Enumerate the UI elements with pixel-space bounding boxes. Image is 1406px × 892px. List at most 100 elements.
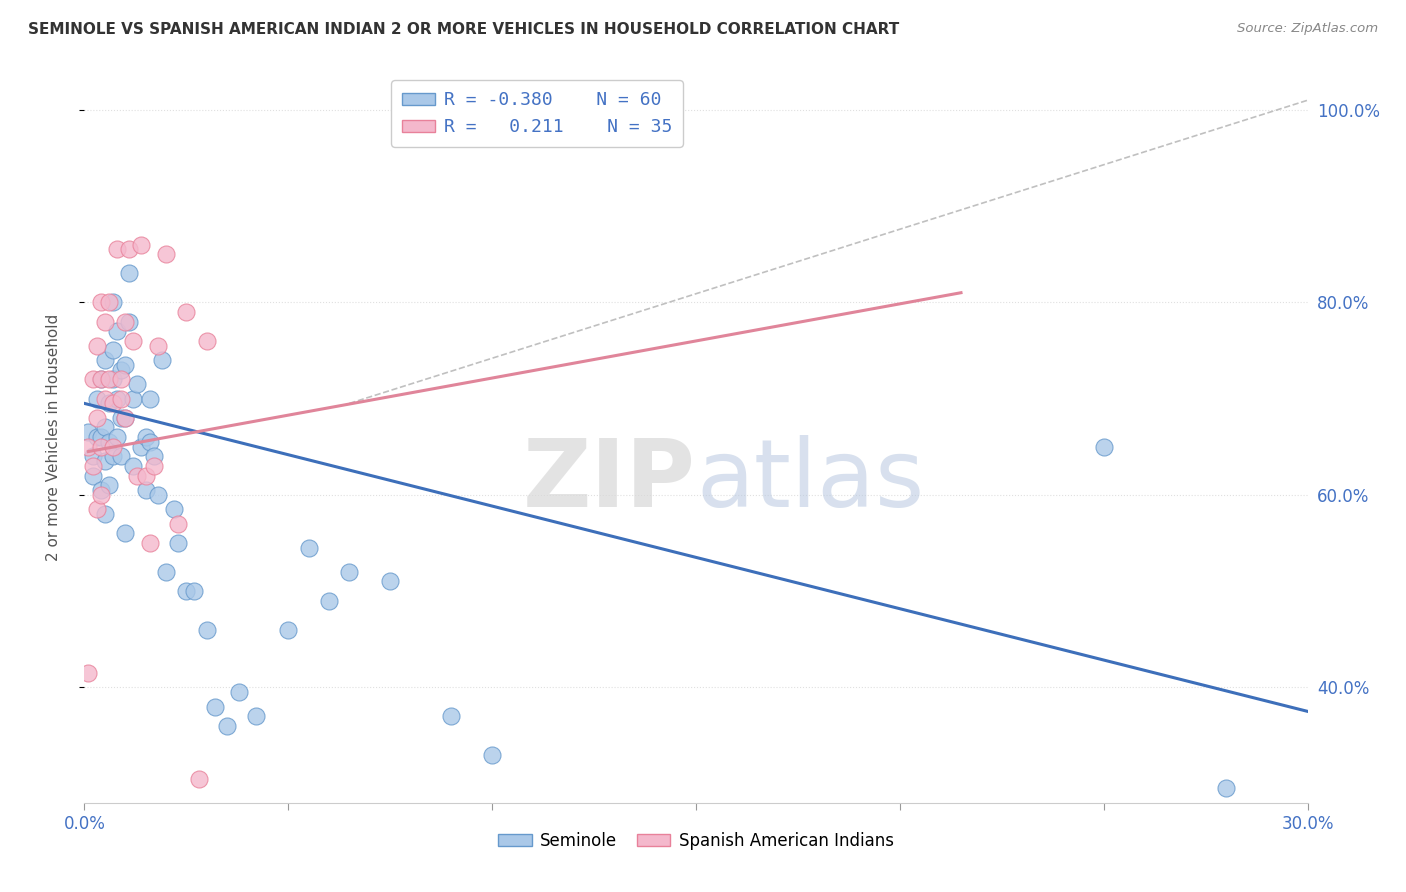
Point [86,410,108,425]
Text: SEMINOLE VS SPANISH AMERICAN INDIAN 2 OR MORE VEHICLES IN HOUSEHOLD CORRELATION : SEMINOLE VS SPANISH AMERICAN INDIAN 2 OR… [28,22,900,37]
Point [97,478,120,492]
Point [77,440,100,454]
Point [195,623,218,637]
Point [167,516,190,531]
Point [105,430,128,444]
Point [135,468,157,483]
Point [93,454,115,468]
Point [97,396,120,410]
Point [167,536,190,550]
Point [174,305,197,319]
Point [90,440,112,454]
Point [90,488,112,502]
Point [142,458,165,473]
Point [114,526,136,541]
Point [135,483,157,497]
Point [339,565,361,579]
Point [93,353,115,368]
Point [277,623,299,637]
Point [110,362,132,376]
Point [105,243,128,257]
Point [101,440,124,454]
Point [187,772,209,786]
Point [105,392,128,406]
Point [228,685,250,699]
Point [90,372,112,386]
Point [163,502,186,516]
Point [114,410,136,425]
Point [90,295,112,310]
Point [150,353,173,368]
Point [86,430,108,444]
Legend: Seminole, Spanish American Indians: Seminole, Spanish American Indians [492,825,900,856]
Point [127,377,149,392]
Point [82,372,104,386]
Point [138,536,160,550]
Point [318,593,340,607]
Point [138,434,160,449]
Point [82,458,104,473]
Point [135,430,157,444]
Point [101,372,124,386]
Point [380,574,402,589]
Point [93,420,115,434]
Point [105,324,128,338]
Point [86,392,108,406]
Point [122,458,145,473]
Point [131,440,153,454]
Point [97,295,120,310]
Point [245,709,267,723]
Point [97,434,120,449]
Point [118,267,141,281]
Point [110,372,132,386]
Point [298,541,321,555]
Point [101,295,124,310]
Point [110,410,132,425]
Point [77,425,100,440]
Point [118,315,141,329]
Point [127,468,149,483]
Text: Source: ZipAtlas.com: Source: ZipAtlas.com [1237,22,1378,36]
Point [77,665,100,680]
Point [110,392,132,406]
Point [217,719,239,733]
Point [82,468,104,483]
Point [101,450,124,464]
Y-axis label: 2 or more Vehicles in Household: 2 or more Vehicles in Household [46,313,60,561]
Point [90,483,112,497]
Point [440,709,463,723]
Point [114,410,136,425]
Point [146,488,169,502]
Point [82,450,104,464]
Point [183,584,205,599]
Point [110,450,132,464]
Point [114,315,136,329]
Point [118,243,141,257]
Point [131,237,153,252]
Point [93,315,115,329]
Point [142,450,165,464]
Point [155,247,177,261]
Point [122,334,145,348]
Point [1215,781,1237,796]
Point [138,392,160,406]
Point [204,699,226,714]
Point [90,430,112,444]
Point [1092,440,1115,454]
Point [86,502,108,516]
Point [174,584,197,599]
Point [93,392,115,406]
Point [122,392,145,406]
Point [195,334,218,348]
Point [93,507,115,521]
Text: ZIP: ZIP [523,435,696,527]
Point [481,747,503,762]
Point [114,358,136,372]
Point [86,338,108,352]
Point [101,343,124,358]
Point [97,372,120,386]
Point [146,338,169,352]
Text: atlas: atlas [696,435,924,527]
Point [101,396,124,410]
Point [90,372,112,386]
